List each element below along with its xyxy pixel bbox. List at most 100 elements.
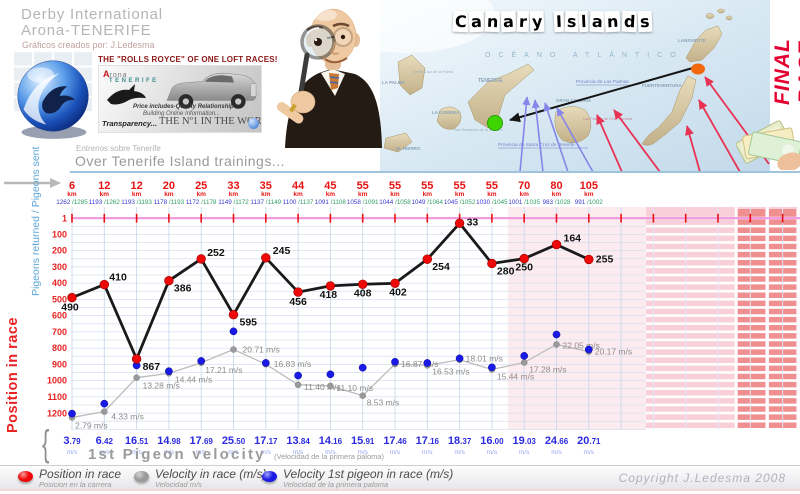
islet-3 xyxy=(725,15,733,21)
map-title-letter: a xyxy=(589,10,605,32)
label-san-sebastian: San Sebastián de la Gomera xyxy=(454,128,504,132)
globe-shadow xyxy=(21,125,87,139)
banner-globe-icon xyxy=(248,118,259,129)
island-la-palma xyxy=(397,54,426,96)
svg-text:700: 700 xyxy=(52,327,67,337)
first-pigeon-velocity-cell: 17.17 m/s xyxy=(254,435,278,456)
svg-text:867: 867 xyxy=(143,361,161,373)
first-pigeon-velocity-cell: 19.03 m/s xyxy=(512,435,536,456)
svg-text:11.40 m/s: 11.40 m/s xyxy=(304,382,341,392)
svg-text:20.71 m/s: 20.71 m/s xyxy=(243,345,280,355)
km-column-header: 12 km 1193 /1262 xyxy=(88,180,120,207)
label-provincia-santa-cruz: Provincia de Santa Cruz de Tenerife xyxy=(498,142,575,148)
man-svg xyxy=(276,8,382,148)
legend-dot-velocity xyxy=(134,471,149,482)
first-pigeon-velocity-cell: 14.98 m/s xyxy=(157,435,181,456)
islet-1 xyxy=(705,13,715,19)
island-la-gomera xyxy=(436,106,462,130)
map-title-letter: n xyxy=(484,10,501,32)
first-pigeon-velocity-cell: 17.46 m/s xyxy=(383,435,407,456)
islet-2 xyxy=(717,8,725,14)
position-series: 490 410 867 386 252 595 245 456 418 408 402 254 33 28… xyxy=(61,216,613,373)
canary-islands-map: OCÉANO ATLÁNTICO LA PALMA TENERIFE LA GO… xyxy=(315,0,770,173)
first-pigeon-velocity-cell: 17.69 m/s xyxy=(189,435,213,456)
first-pigeon-velocity-cell: 6.42 m/s xyxy=(95,435,113,456)
svg-text:402: 402 xyxy=(389,286,407,298)
first-pigeon-velocity-cell: 17.16 m/s xyxy=(415,435,439,456)
magnifier-handle xyxy=(298,52,310,95)
velocity-title: 1st Pigeon velocity xyxy=(88,446,266,463)
svg-text:14.44 m/s: 14.44 m/s xyxy=(175,374,212,384)
km-column-header: 70 km 1001 /1035 xyxy=(508,180,540,207)
first-pigeon-series xyxy=(68,327,593,418)
first-pigeon-velocity-cell: 14.16 m/s xyxy=(318,435,343,456)
km-column-header: 105 km 991 /1002 xyxy=(574,180,603,207)
label-la-palma: LA PALMA xyxy=(382,80,405,85)
svg-text:255: 255 xyxy=(596,253,614,265)
svg-text:17.21 m/s: 17.21 m/s xyxy=(205,365,242,375)
label-santa-cruz-palma: Santa Cruz de la Palma xyxy=(413,70,454,74)
island-labels: LA PALMA TENERIFE LA GOMERA EL HIERRO GR… xyxy=(382,38,706,151)
island-lanzarote xyxy=(685,25,723,63)
canary-islands-map-svg: OCÉANO ATLÁNTICO LA PALMA TENERIFE LA GO… xyxy=(315,0,770,173)
arona-logo: Arona xyxy=(103,69,128,79)
km-column-header: 55 km 1058 /1091 xyxy=(346,180,379,207)
first-pigeon-velocity-cell: 18.37 m/s xyxy=(447,435,472,456)
first-pigeon-velocity-cell: 16.51 m/s xyxy=(124,435,149,456)
first-pigeon-velocity-cell: 16.00 m/s xyxy=(480,435,504,456)
svg-text:600: 600 xyxy=(52,311,67,321)
km-column-header: 55 km 1049 /1064 xyxy=(411,180,444,207)
km-column-header: 55 km 1030 /1045 xyxy=(476,180,508,207)
svg-text:410: 410 xyxy=(109,272,127,284)
island-el-hierro xyxy=(383,132,413,153)
km-column-header: 55 km 1044 /1058 xyxy=(379,180,411,207)
fist xyxy=(290,90,316,114)
ring xyxy=(289,103,297,113)
city-labels: Santa Cruz de la Palma San Sebastián de … xyxy=(413,70,504,132)
hand-thumb xyxy=(777,152,800,172)
legend-item-first-pigeon: Velocity 1st pigeon in race (m/s) Veloci… xyxy=(262,468,453,489)
svg-text:418: 418 xyxy=(320,289,338,301)
first-pigeon-velocity-cell: 15.91 m/s xyxy=(351,435,375,456)
svg-text:16.53 m/s: 16.53 m/s xyxy=(432,366,469,376)
svg-text:13.28 m/s: 13.28 m/s xyxy=(143,381,180,391)
first-pigeon-velocity-cell: 25.50 m/s xyxy=(221,435,246,456)
svg-text:16.87 m/s: 16.87 m/s xyxy=(401,359,438,369)
banner-text1: Price includes-Quality Relationship xyxy=(133,104,234,110)
svg-text:200: 200 xyxy=(52,246,67,256)
svg-text:250: 250 xyxy=(515,262,533,274)
map-title-letter: a xyxy=(468,10,485,32)
svg-text:17.28 m/s: 17.28 m/s xyxy=(529,365,566,375)
svg-text:252: 252 xyxy=(207,247,225,259)
svg-text:800: 800 xyxy=(52,343,67,353)
legend: Position in race Posicion en la carrera … xyxy=(0,465,800,491)
trainings-label-es: Entrenos sobre Tenerife xyxy=(76,144,161,153)
first-pigeon-velocity-cell: 20.71 m/s xyxy=(577,435,601,456)
svg-text:4.33 m/s: 4.33 m/s xyxy=(111,412,144,422)
suit xyxy=(285,69,382,148)
map-title-letter: l xyxy=(578,10,589,32)
release-point-dot-green xyxy=(487,115,503,131)
svg-text:20.17 m/s: 20.17 m/s xyxy=(595,347,632,357)
man-with-magnifier-photo xyxy=(268,0,390,148)
arona-logo-line2: TENERIFE xyxy=(109,78,159,84)
label-el-hierro: EL HIERRO xyxy=(396,146,421,151)
svg-text:595: 595 xyxy=(240,317,258,329)
banner-text2: Building Online Information... xyxy=(143,111,221,117)
label-tenerife: TENERIFE xyxy=(478,78,503,84)
label-las-palmas: Las Palmas de Gran Canaria xyxy=(583,117,633,121)
km-column-header: 80 km 983 /1028 xyxy=(542,180,571,207)
label-lanzarote: LANZAROTE xyxy=(678,38,706,43)
map-title-letter: s xyxy=(564,10,579,32)
map-title-letter: n xyxy=(604,10,622,32)
label-la-gomera: LA GOMERA xyxy=(432,110,460,115)
map-title-letter: d xyxy=(621,10,638,32)
arrow-right-icon xyxy=(4,176,62,194)
velocity-subtitle: (Velocidad de la primera paloma) xyxy=(274,452,385,461)
svg-text:386: 386 xyxy=(174,283,192,295)
svg-text:18.01 m/s: 18.01 m/s xyxy=(466,354,503,364)
svg-text:490: 490 xyxy=(61,302,79,314)
svg-text:280: 280 xyxy=(497,265,515,277)
